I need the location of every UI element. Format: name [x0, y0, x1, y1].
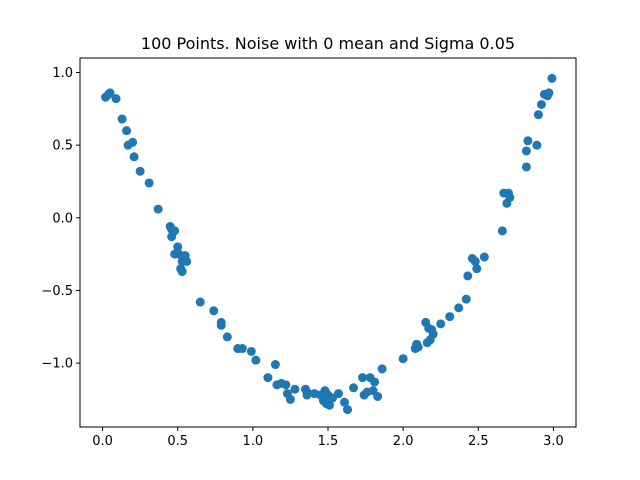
- data-point: [237, 344, 247, 354]
- data-point: [117, 114, 127, 124]
- data-point: [370, 377, 380, 387]
- data-point: [105, 88, 115, 98]
- data-point: [461, 294, 471, 304]
- data-point: [343, 405, 353, 415]
- data-point: [195, 297, 205, 307]
- data-point: [373, 391, 383, 401]
- data-point: [111, 94, 121, 104]
- data-point: [463, 271, 473, 281]
- data-point: [334, 389, 344, 399]
- data-point: [523, 136, 533, 146]
- data-point: [445, 312, 455, 322]
- data-point: [377, 364, 387, 374]
- x-tick-label: 2.5: [468, 434, 489, 449]
- data-point: [246, 346, 256, 356]
- data-point: [222, 332, 232, 342]
- data-point: [536, 99, 546, 109]
- data-point: [532, 140, 542, 150]
- y-axis: 1.0 0.5 0.0 −0.5 −1.0: [41, 66, 80, 372]
- x-tick-label: 1.0: [243, 434, 264, 449]
- data-point: [521, 146, 531, 156]
- data-point: [173, 242, 183, 252]
- x-tick-label: 2.0: [393, 434, 414, 449]
- data-point: [209, 306, 219, 316]
- data-point: [547, 73, 557, 83]
- data-point: [135, 166, 145, 176]
- data-point: [454, 303, 464, 313]
- y-tick-label: 0.5: [52, 139, 73, 154]
- data-point: [398, 354, 408, 364]
- data-point: [505, 192, 515, 202]
- data-point: [285, 394, 295, 404]
- data-point: [358, 373, 368, 383]
- data-point: [251, 355, 261, 365]
- data-point: [128, 137, 138, 147]
- data-point: [544, 88, 554, 98]
- data-point: [340, 397, 350, 407]
- x-tick-label: 0.5: [167, 434, 188, 449]
- x-tick-label: 0.0: [92, 434, 113, 449]
- x-tick-label: 3.0: [543, 434, 564, 449]
- data-point: [413, 342, 423, 352]
- x-tick-label: 1.5: [318, 434, 339, 449]
- y-tick-label: −1.0: [41, 357, 73, 372]
- data-point: [470, 256, 480, 266]
- data-point: [177, 267, 187, 277]
- data-point: [290, 384, 300, 394]
- data-point: [122, 126, 132, 136]
- y-tick-label: 0.0: [52, 211, 73, 226]
- data-point: [349, 383, 359, 393]
- data-point: [325, 400, 334, 410]
- data-point: [521, 162, 531, 172]
- plot-frame: [79, 57, 577, 428]
- data-point: [216, 320, 226, 330]
- data-point: [479, 252, 489, 262]
- chart-title: 100 Points. Noise with 0 mean and Sigma …: [141, 34, 515, 53]
- y-tick-label: −0.5: [41, 284, 73, 299]
- data-point: [129, 152, 139, 162]
- data-point: [472, 264, 482, 274]
- points-layer: [101, 73, 557, 415]
- x-axis: 0.0 0.5 1.0 1.5 2.0 2.5 3.0: [92, 427, 564, 449]
- data-point: [281, 380, 291, 390]
- data-point: [428, 329, 438, 339]
- data-point: [144, 178, 154, 188]
- data-point: [263, 373, 273, 383]
- data-point: [497, 226, 507, 236]
- data-point: [270, 360, 280, 370]
- data-point: [302, 390, 312, 400]
- data-point: [533, 110, 543, 120]
- data-point: [170, 226, 180, 236]
- data-point: [182, 256, 192, 266]
- y-tick-label: 1.0: [52, 66, 73, 81]
- data-point: [436, 319, 446, 329]
- data-point: [153, 204, 163, 214]
